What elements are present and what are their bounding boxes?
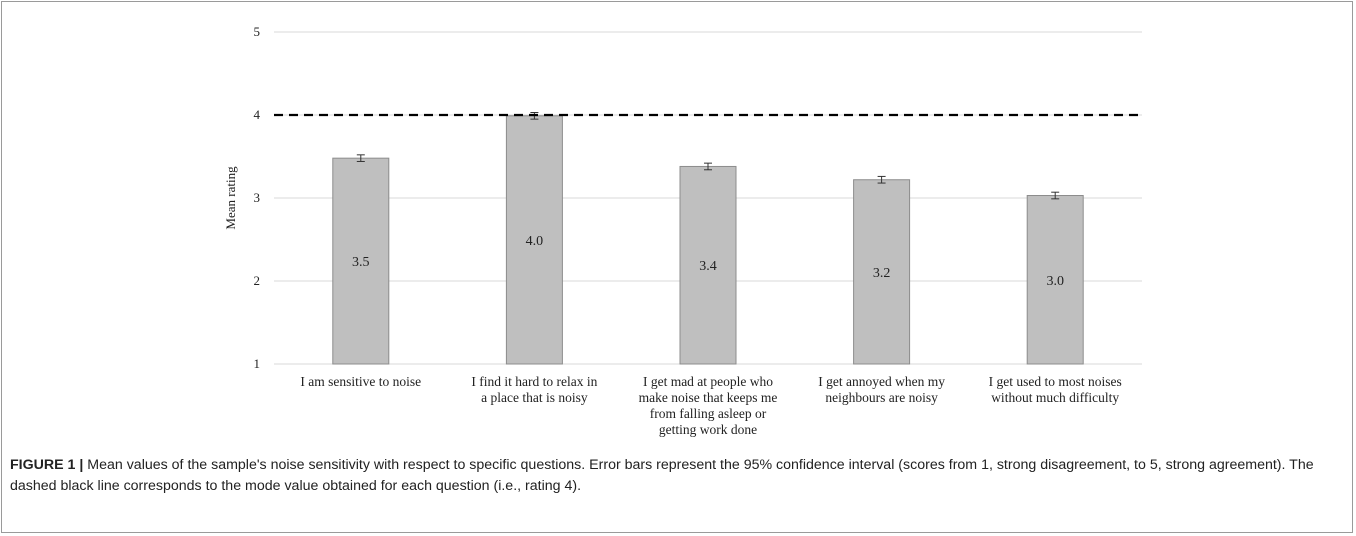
data-label: 3.2 [873,266,891,281]
data-label: 3.4 [699,259,717,274]
category-label: I get annoyed when my neighbours are nois… [818,374,945,405]
error-bar [356,154,365,162]
bars [332,115,1084,365]
bar [505,115,563,365]
category-label-line: make noise that keeps me [639,390,778,405]
y-axis-title: Mean rating [223,166,238,230]
bar [332,157,390,365]
y-tick-label: 1 [254,356,261,371]
category-label-line: I get used to most noises [989,374,1122,389]
caption-label: FIGURE 1 | [10,457,84,473]
data-label: 4.0 [526,234,544,249]
y-tick-label: 3 [254,190,261,205]
category-label-line: neighbours are noisy [825,390,938,405]
category-labels: I am sensitive to noise I find it hard to… [300,374,1121,437]
y-tick-label: 5 [254,24,261,39]
category-label-line: from falling asleep or [650,406,767,421]
data-label: 3.5 [352,255,370,270]
category-label: I am sensitive to noise [300,374,421,389]
y-axis-ticks: 1 2 3 4 5 [254,24,261,371]
data-labels: 3.5 4.0 3.4 3.2 3.0 [352,234,1064,289]
error-bar [1051,191,1060,200]
data-label: 3.0 [1046,274,1064,289]
category-label-line: a place that is noisy [481,390,588,405]
category-label-line: without much difficulty [991,390,1119,405]
y-tick-label: 2 [254,273,261,288]
bar-chart: 1 2 3 4 5 Mean rating 3.5 4.0 3.4 3.2 3.0 I am s… [223,24,1142,437]
category-label: I find it hard to relax in a place that i… [471,374,597,405]
category-label: I get mad at people who make noise that k… [639,374,778,437]
category-label-line: I find it hard to relax in [471,374,597,389]
category-label: I get used to most noises without much di… [989,374,1122,405]
error-bar [704,162,712,171]
category-label-line: I am sensitive to noise [300,374,421,389]
caption-text: Mean values of the sample's noise sensit… [10,457,1314,494]
figure-caption: FIGURE 1 | Mean values of the sample's n… [10,455,1346,497]
category-label-line: I get mad at people who [643,374,773,389]
category-label-line: getting work done [659,422,757,437]
category-label-line: I get annoyed when my [818,374,945,389]
error-bar [877,175,886,184]
y-tick-label: 4 [254,107,261,122]
